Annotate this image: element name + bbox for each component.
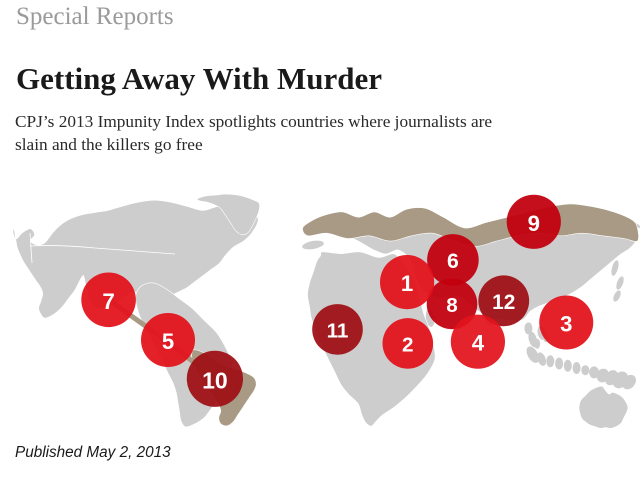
svg-text:1: 1 xyxy=(401,271,413,296)
svg-text:11: 11 xyxy=(327,319,349,342)
svg-text:7: 7 xyxy=(102,289,114,314)
svg-text:4: 4 xyxy=(472,331,485,356)
svg-text:2: 2 xyxy=(402,333,414,356)
svg-text:8: 8 xyxy=(446,294,458,317)
svg-text:12: 12 xyxy=(492,291,515,314)
svg-text:5: 5 xyxy=(162,329,174,354)
svg-text:3: 3 xyxy=(560,312,572,337)
svg-text:9: 9 xyxy=(528,211,540,236)
svg-text:6: 6 xyxy=(447,250,459,273)
svg-text:10: 10 xyxy=(202,367,228,393)
